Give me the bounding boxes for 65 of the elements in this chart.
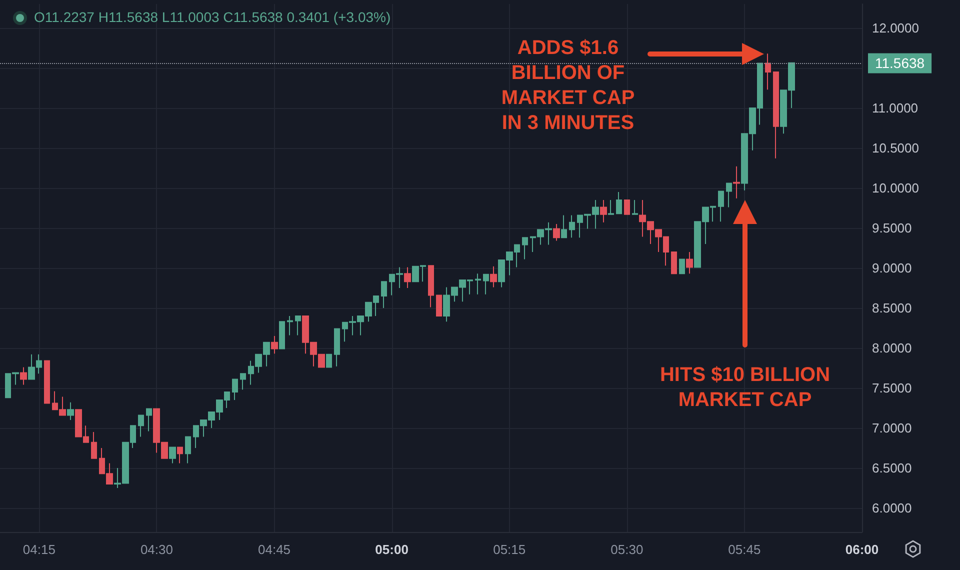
candlestick bbox=[169, 446, 176, 464]
y-tick-label: 10.5000 bbox=[872, 140, 919, 156]
annotation: HITS $10 BILLION MARKET CAP bbox=[658, 363, 832, 413]
candlestick bbox=[686, 252, 693, 274]
candlestick bbox=[240, 373, 246, 390]
candlestick bbox=[177, 446, 183, 464]
candlestick bbox=[733, 166, 740, 199]
x-tick-label: 05:45 bbox=[728, 542, 761, 557]
y-tick-label: 10.0000 bbox=[872, 180, 919, 196]
y-tick-label: 6.0000 bbox=[872, 500, 912, 516]
x-tick-label: 04:45 bbox=[258, 542, 291, 557]
candlestick bbox=[295, 316, 301, 336]
x-tick-label: 05:00 bbox=[375, 542, 408, 557]
candlestick bbox=[334, 328, 340, 367]
candlestick bbox=[436, 294, 442, 316]
y-tick-label: 8.5000 bbox=[872, 300, 912, 316]
candlestick bbox=[726, 182, 732, 208]
candlestick bbox=[44, 360, 50, 404]
candlestick bbox=[326, 354, 332, 368]
y-tick-label: 7.0000 bbox=[872, 420, 912, 436]
candlestick bbox=[522, 237, 528, 260]
candlestick bbox=[490, 266, 497, 288]
y-tick-label: 9.5000 bbox=[872, 220, 912, 236]
candlestick bbox=[381, 281, 387, 308]
candlestick bbox=[185, 436, 191, 464]
chart-subtitle: O11.2237 H11.5638 L11.0003 C11.5638 0.3401 (+3.03%) bbox=[34, 9, 391, 25]
candlestick bbox=[569, 214, 575, 238]
candlestick bbox=[773, 72, 779, 159]
x-tick-label: 04:30 bbox=[140, 542, 173, 557]
candlestick bbox=[483, 274, 489, 295]
candlestick bbox=[279, 321, 285, 350]
x-tick-label: 06:00 bbox=[845, 542, 879, 557]
candlestick bbox=[600, 200, 607, 223]
candlestick bbox=[232, 378, 238, 400]
y-tick-label: 9.0000 bbox=[872, 260, 912, 276]
x-tick-label: 04:15 bbox=[22, 542, 56, 557]
candlestick bbox=[616, 192, 622, 214]
candlestick bbox=[428, 265, 434, 308]
candlestick bbox=[404, 266, 411, 288]
candlestick bbox=[671, 252, 677, 274]
candlestick bbox=[561, 214, 567, 238]
candlestick bbox=[146, 408, 152, 432]
y-tick-label: 7.5000 bbox=[872, 380, 912, 396]
ref-line-label: 11.5638 bbox=[875, 55, 925, 72]
candlestick bbox=[718, 190, 724, 222]
candlestick bbox=[475, 273, 481, 295]
candlestick bbox=[271, 336, 278, 354]
candlestick bbox=[765, 53, 771, 90]
candlestick bbox=[138, 414, 144, 438]
y-tick-label: 8.0000 bbox=[872, 340, 912, 356]
candlestick bbox=[20, 366, 27, 386]
candlestick bbox=[553, 224, 560, 242]
y-tick-label: 12.0000 bbox=[872, 20, 919, 36]
annotation: ADDS $1.6 BILLION OF MARKET CAP IN 3 MINUTES bbox=[500, 36, 636, 136]
y-tick-label: 11.0000 bbox=[872, 100, 918, 116]
candlestick bbox=[624, 200, 630, 215]
candlestick bbox=[632, 200, 638, 215]
candlestick bbox=[679, 258, 685, 274]
x-tick-label: 05:30 bbox=[610, 542, 644, 557]
candlestick bbox=[67, 402, 74, 420]
candlestick bbox=[608, 200, 614, 215]
x-tick-label: 05:15 bbox=[493, 542, 526, 557]
candlestick bbox=[287, 316, 293, 336]
candlestick bbox=[91, 432, 97, 459]
y-tick-label: 6.5000 bbox=[872, 460, 912, 476]
